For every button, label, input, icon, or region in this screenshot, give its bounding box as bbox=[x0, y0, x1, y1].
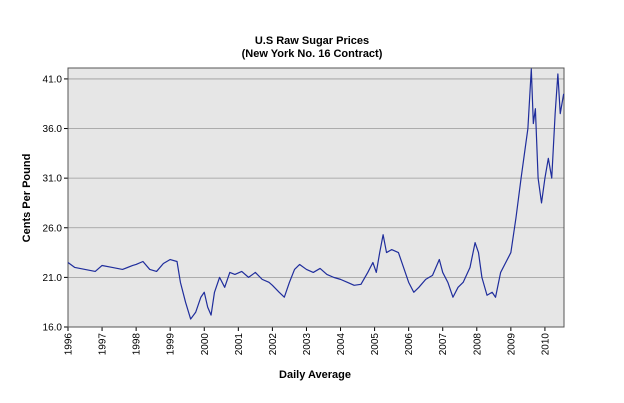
x-tick-label: 2008 bbox=[472, 333, 483, 356]
x-tick-label: 2004 bbox=[336, 333, 347, 356]
chart-title: U.S Raw Sugar Prices bbox=[255, 35, 369, 47]
plot-area bbox=[68, 68, 564, 327]
y-tick-label: 31.0 bbox=[43, 174, 63, 185]
x-axis-label: Daily Average bbox=[279, 369, 351, 381]
chart-subtitle: (New York No. 16 Contract) bbox=[242, 48, 383, 60]
x-tick-label: 2002 bbox=[268, 333, 279, 356]
y-axis-label: Cents Per Pound bbox=[21, 154, 33, 243]
x-tick-label: 2005 bbox=[370, 333, 381, 356]
x-tick-label: 2000 bbox=[200, 333, 211, 356]
plot-border bbox=[67, 67, 565, 328]
x-tick-label: 1996 bbox=[64, 333, 75, 356]
x-tick-label: 2001 bbox=[234, 333, 245, 356]
y-tick-label: 36.0 bbox=[43, 124, 63, 135]
x-tick-label: 2009 bbox=[506, 333, 517, 356]
y-tick-label: 41.0 bbox=[43, 74, 63, 85]
x-tick-label: 2003 bbox=[302, 333, 313, 356]
price-line bbox=[67, 68, 565, 320]
x-tick-label: 1998 bbox=[132, 333, 143, 356]
x-tick-label: 1997 bbox=[98, 333, 109, 356]
y-tick-label: 21.0 bbox=[43, 273, 63, 284]
y-tick-label: 26.0 bbox=[43, 223, 63, 234]
x-tick-label: 1999 bbox=[166, 333, 177, 356]
x-tick-label: 2010 bbox=[540, 333, 551, 356]
x-tick-label: 2006 bbox=[404, 333, 415, 356]
y-tick-label: 16.0 bbox=[43, 323, 63, 334]
x-tick-label: 2007 bbox=[438, 333, 449, 356]
